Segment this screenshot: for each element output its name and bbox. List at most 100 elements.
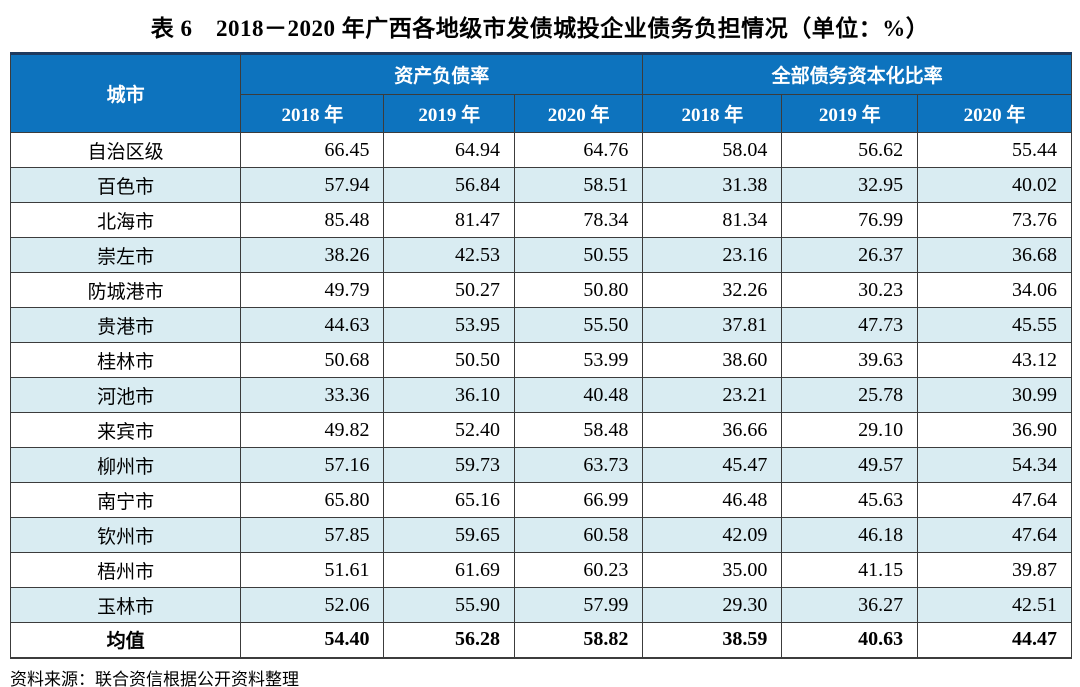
value-cell: 52.06 — [240, 587, 385, 623]
value-cell: 47.64 — [917, 517, 1072, 553]
value-cell: 49.57 — [781, 447, 919, 483]
value-cell: 41.15 — [781, 552, 919, 588]
value-cell: 36.90 — [917, 412, 1072, 448]
city-cell: 玉林市 — [9, 587, 242, 623]
table-row: 柳州市 57.16 59.73 63.73 45.47 49.57 54.34 — [9, 447, 1072, 483]
group-header-asset-liability-ratio: 资产负债率 — [240, 52, 644, 95]
value-cell: 40.63 — [781, 622, 919, 659]
value-cell: 59.73 — [383, 447, 515, 483]
value-cell: 58.04 — [642, 132, 783, 168]
value-cell: 40.02 — [917, 167, 1072, 203]
value-cell: 51.61 — [240, 552, 385, 588]
value-cell: 56.28 — [383, 622, 515, 659]
value-cell: 85.48 — [240, 202, 385, 238]
group-header-total-debt-capitalization-ratio: 全部债务资本化比率 — [642, 52, 1072, 95]
value-cell: 40.48 — [513, 377, 644, 413]
group-header-row: 城市 资产负债率 全部债务资本化比率 — [9, 52, 1072, 133]
table-row: 均值 54.40 56.28 58.82 38.59 40.63 44.47 — [9, 622, 1072, 659]
value-cell: 25.78 — [781, 377, 919, 413]
value-cell: 57.85 — [240, 517, 385, 553]
value-cell: 44.63 — [240, 307, 385, 343]
value-cell: 64.94 — [383, 132, 515, 168]
value-cell: 54.34 — [917, 447, 1072, 483]
year-header-2019-right: 2019 年 — [781, 94, 919, 133]
value-cell: 53.95 — [383, 307, 515, 343]
value-cell: 46.18 — [781, 517, 919, 553]
value-cell: 65.80 — [240, 482, 385, 518]
value-cell: 38.60 — [642, 342, 783, 378]
value-cell: 36.66 — [642, 412, 783, 448]
city-cell: 贵港市 — [9, 307, 242, 343]
value-cell: 50.80 — [513, 272, 644, 308]
value-cell: 32.95 — [781, 167, 919, 203]
value-cell: 64.76 — [513, 132, 644, 168]
value-cell: 66.99 — [513, 482, 644, 518]
debt-burden-table: 城市 资产负债率 全部债务资本化比率 2018 年 2019 年 2020 年 … — [9, 52, 1072, 659]
table-row: 南宁市 65.80 65.16 66.99 46.48 45.63 47.64 — [9, 482, 1072, 518]
value-cell: 78.34 — [513, 202, 644, 238]
value-cell: 36.27 — [781, 587, 919, 623]
value-cell: 50.50 — [383, 342, 515, 378]
city-cell: 南宁市 — [9, 482, 242, 518]
value-cell: 81.47 — [383, 202, 515, 238]
city-cell: 梧州市 — [9, 552, 242, 588]
value-cell: 39.87 — [917, 552, 1072, 588]
table-row: 崇左市 38.26 42.53 50.55 23.16 26.37 36.68 — [9, 237, 1072, 273]
value-cell: 81.34 — [642, 202, 783, 238]
value-cell: 49.82 — [240, 412, 385, 448]
value-cell: 52.40 — [383, 412, 515, 448]
value-cell: 39.63 — [781, 342, 919, 378]
city-cell: 自治区级 — [9, 132, 242, 168]
value-cell: 54.40 — [240, 622, 385, 659]
city-cell: 崇左市 — [9, 237, 242, 273]
value-cell: 53.99 — [513, 342, 644, 378]
value-cell: 63.73 — [513, 447, 644, 483]
year-header-2020-right: 2020 年 — [917, 94, 1072, 133]
value-cell: 57.16 — [240, 447, 385, 483]
table-row: 百色市 57.94 56.84 58.51 31.38 32.95 40.02 — [9, 167, 1072, 203]
value-cell: 32.26 — [642, 272, 783, 308]
value-cell: 59.65 — [383, 517, 515, 553]
value-cell: 50.68 — [240, 342, 385, 378]
value-cell: 65.16 — [383, 482, 515, 518]
value-cell: 26.37 — [781, 237, 919, 273]
year-header-2020-left: 2020 年 — [513, 94, 644, 133]
year-header-2018-right: 2018 年 — [642, 94, 783, 133]
value-cell: 45.55 — [917, 307, 1072, 343]
value-cell: 56.84 — [383, 167, 515, 203]
value-cell: 47.64 — [917, 482, 1072, 518]
value-cell: 60.23 — [513, 552, 644, 588]
table-body: 自治区级 66.45 64.94 64.76 58.04 56.62 55.44… — [9, 132, 1072, 659]
value-cell: 50.55 — [513, 237, 644, 273]
value-cell: 66.45 — [240, 132, 385, 168]
value-cell: 38.59 — [642, 622, 783, 659]
value-cell: 49.79 — [240, 272, 385, 308]
value-cell: 58.51 — [513, 167, 644, 203]
table-row: 贵港市 44.63 53.95 55.50 37.81 47.73 45.55 — [9, 307, 1072, 343]
city-cell: 桂林市 — [9, 342, 242, 378]
value-cell: 61.69 — [383, 552, 515, 588]
table-row: 玉林市 52.06 55.90 57.99 29.30 36.27 42.51 — [9, 587, 1072, 623]
value-cell: 38.26 — [240, 237, 385, 273]
year-header-2019-left: 2019 年 — [383, 94, 515, 133]
table-row: 梧州市 51.61 61.69 60.23 35.00 41.15 39.87 — [9, 552, 1072, 588]
table-row: 桂林市 50.68 50.50 53.99 38.60 39.63 43.12 — [9, 342, 1072, 378]
year-header-row: 2018 年 2019 年 2020 年 2018 年 2019 年 2020 … — [11, 94, 1072, 133]
city-cell: 来宾市 — [9, 412, 242, 448]
value-cell: 42.51 — [917, 587, 1072, 623]
table-title: 表 6 2018－2020 年广西各地级市发债城投企业债务负担情况（单位：%） — [150, 16, 930, 41]
value-cell: 42.09 — [642, 517, 783, 553]
value-cell: 55.90 — [383, 587, 515, 623]
value-cell: 30.23 — [781, 272, 919, 308]
value-cell: 29.10 — [781, 412, 919, 448]
value-cell: 43.12 — [917, 342, 1072, 378]
value-cell: 23.21 — [642, 377, 783, 413]
city-cell: 防城港市 — [9, 272, 242, 308]
table-row: 自治区级 66.45 64.94 64.76 58.04 56.62 55.44 — [9, 132, 1072, 168]
table-header: 城市 资产负债率 全部债务资本化比率 2018 年 2019 年 2020 年 … — [9, 52, 1072, 133]
table-row: 防城港市 49.79 50.27 50.80 32.26 30.23 34.06 — [9, 272, 1072, 308]
city-cell: 河池市 — [9, 377, 242, 413]
value-cell: 31.38 — [642, 167, 783, 203]
value-cell: 37.81 — [642, 307, 783, 343]
